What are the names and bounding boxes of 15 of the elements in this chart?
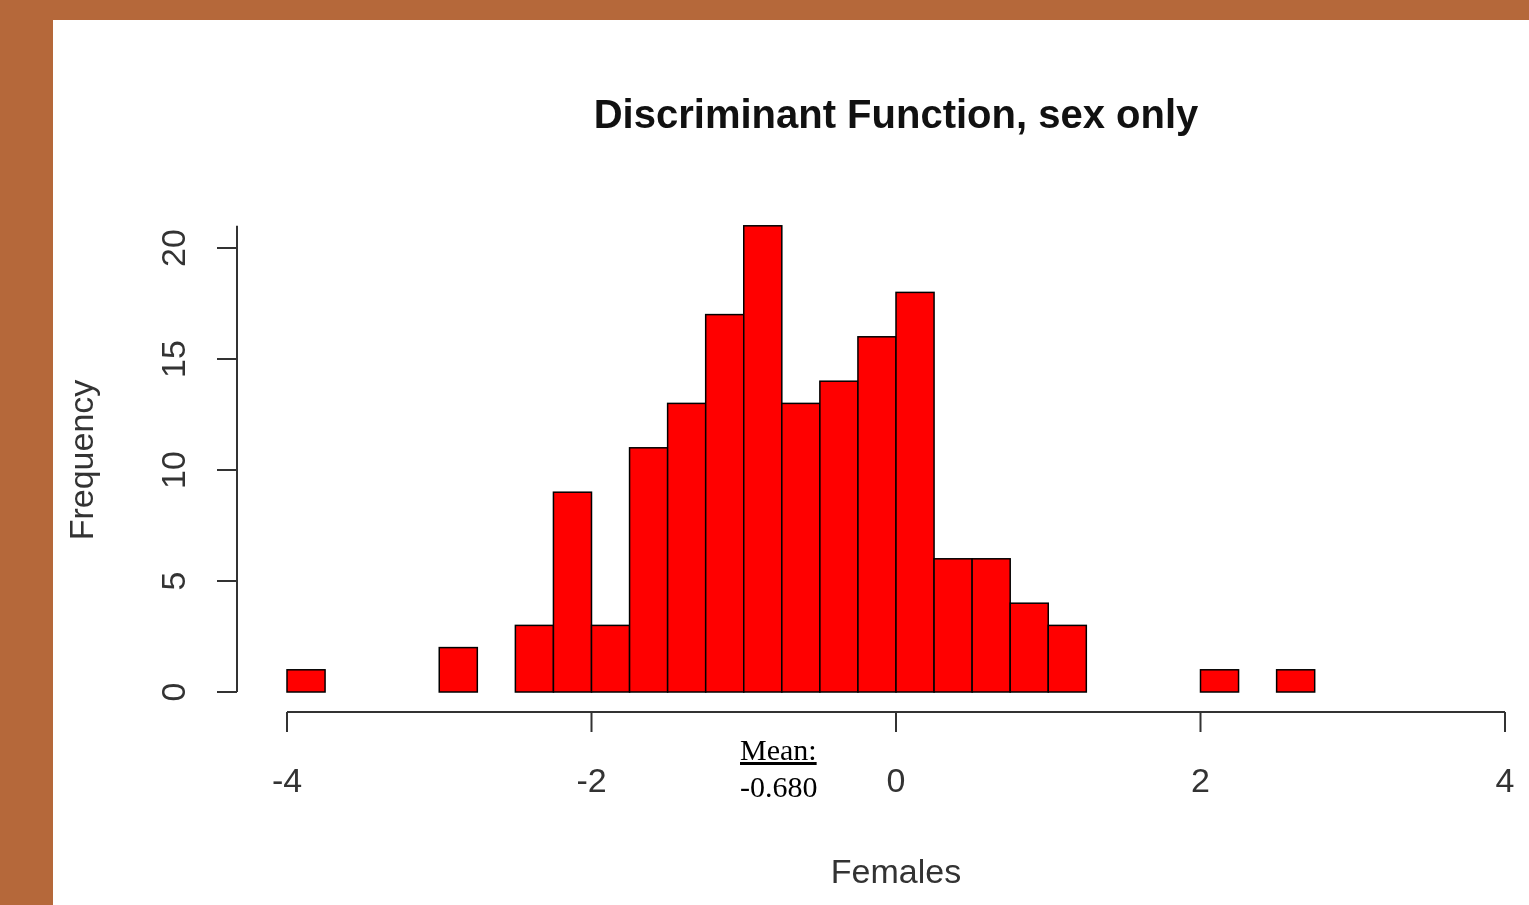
x-tick-label: -4: [271, 761, 303, 799]
x-tick-label: -2: [576, 761, 607, 799]
x-tick-label: 4: [1495, 761, 1515, 799]
y-tick-label: 5: [154, 571, 192, 591]
x-axis-title: Females: [830, 852, 962, 890]
y-tick-label: 0: [154, 682, 192, 702]
y-tick-label: 20: [154, 229, 192, 267]
text: Mean:: [740, 733, 817, 766]
y-tick-label: 10: [154, 451, 192, 489]
text: -0.680: [740, 770, 818, 803]
y-tick-label: 15: [154, 340, 192, 378]
x-tick-label: 2: [1191, 761, 1210, 799]
chart-title: Discriminant Function, sex only: [593, 92, 1200, 136]
x-tick-label: 0: [886, 761, 906, 799]
y-axis-title: Frequency: [62, 379, 100, 541]
